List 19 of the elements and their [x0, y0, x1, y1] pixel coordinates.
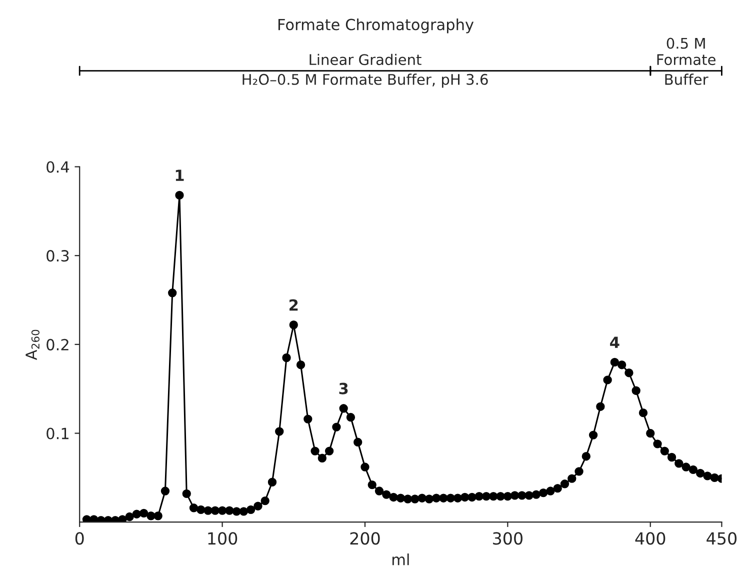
annotation: 2: [290, 299, 298, 311]
annotation: 3: [339, 382, 348, 394]
y-axis-title: A$_{260}$: [26, 330, 40, 360]
chart-title: Formate Chromatography: [278, 18, 474, 34]
x-tick-label: 300: [493, 532, 522, 545]
annotation: 4: [610, 336, 620, 348]
x-tick-label: 200: [350, 532, 380, 545]
x-tick-label: 450: [706, 532, 737, 545]
x-tick-label: 0: [75, 532, 84, 545]
text: Linear Gradient H₂O–0.5 M Formate Buffer, pH 3.6: [242, 54, 488, 88]
y-tick-label: 0.2: [46, 338, 68, 350]
y-tick-label: 0.3: [46, 250, 69, 262]
y-tick-label: 0.4: [46, 161, 70, 173]
annotation: 1: [176, 170, 184, 181]
y-tick-label: 0.1: [46, 428, 68, 440]
x-tick-label: 100: [208, 532, 238, 545]
x-tick-label: 400: [635, 532, 666, 545]
x-axis-title: ml: [392, 554, 409, 566]
text: 0.5 M Formate Buffer: [657, 38, 716, 85]
